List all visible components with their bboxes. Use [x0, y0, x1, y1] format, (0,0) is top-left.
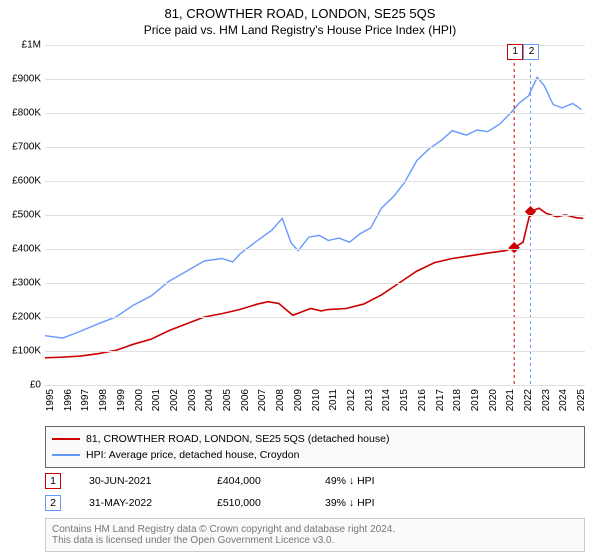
legend-row: 81, CROWTHER ROAD, LONDON, SE25 5QS (det…	[52, 431, 578, 447]
x-axis-label: 2022	[523, 389, 534, 411]
x-axis-label: 2006	[240, 389, 251, 411]
event-row: 1 30-JUN-2021 £404,000 49% ↓ HPI	[45, 470, 585, 492]
x-axis-label: 2013	[364, 389, 375, 411]
x-axis-label: 2018	[452, 389, 463, 411]
chart-container: 81, CROWTHER ROAD, LONDON, SE25 5QS Pric…	[0, 0, 600, 560]
y-axis-label: £800K	[12, 108, 41, 119]
x-axis-label: 2001	[151, 389, 162, 411]
x-axis-label: 2009	[293, 389, 304, 411]
x-axis-label: 2012	[346, 389, 357, 411]
y-axis-label: £0	[30, 380, 41, 391]
footer-attribution: Contains HM Land Registry data © Crown c…	[45, 518, 585, 552]
legend-label-hpi: HPI: Average price, detached house, Croy…	[86, 449, 299, 461]
x-axis-label: 2014	[381, 389, 392, 411]
event-delta: 39% ↓ HPI	[325, 497, 425, 509]
x-axis-label: 1996	[63, 389, 74, 411]
legend-swatch-property	[52, 438, 80, 440]
footer-line1: Contains HM Land Registry data © Crown c…	[52, 524, 578, 535]
legend-swatch-hpi	[52, 454, 80, 456]
event-marker-2: 2	[45, 495, 61, 511]
series-hpi-line	[45, 77, 581, 338]
x-axis-label: 2003	[187, 389, 198, 411]
x-axis-label: 2000	[134, 389, 145, 411]
gridline	[45, 79, 585, 80]
x-axis-label: 1997	[80, 389, 91, 411]
gridline	[45, 215, 585, 216]
x-axis-label: 2005	[222, 389, 233, 411]
legend-box: 81, CROWTHER ROAD, LONDON, SE25 5QS (det…	[45, 426, 585, 468]
x-axis-label: 2019	[470, 389, 481, 411]
gridline	[45, 181, 585, 182]
gridline	[45, 147, 585, 148]
y-axis-label: £1M	[22, 40, 41, 51]
x-axis-label: 1998	[98, 389, 109, 411]
x-axis-label: 2010	[311, 389, 322, 411]
gridline	[45, 283, 585, 284]
y-axis-label: £400K	[12, 244, 41, 255]
x-axis-label: 2017	[435, 389, 446, 411]
legend-label-property: 81, CROWTHER ROAD, LONDON, SE25 5QS (det…	[86, 433, 389, 445]
gridline	[45, 249, 585, 250]
event-point-marker	[509, 242, 520, 253]
gridline	[45, 317, 585, 318]
event-price: £404,000	[217, 475, 297, 487]
y-axis-label: £200K	[12, 312, 41, 323]
chart-subtitle: Price paid vs. HM Land Registry's House …	[0, 21, 600, 37]
chart-plot-area: £0£100K£200K£300K£400K£500K£600K£700K£80…	[45, 45, 585, 386]
event-date: 30-JUN-2021	[89, 475, 189, 487]
gridline	[45, 45, 585, 46]
x-axis-label: 2020	[488, 389, 499, 411]
event-marker-1: 1	[45, 473, 61, 489]
x-axis-label: 2008	[275, 389, 286, 411]
gridline	[45, 385, 585, 386]
event-top-marker: 1	[507, 44, 523, 60]
legend-row: HPI: Average price, detached house, Croy…	[52, 447, 578, 463]
y-axis-label: £600K	[12, 176, 41, 187]
gridline	[45, 351, 585, 352]
x-axis-label: 2025	[576, 389, 587, 411]
event-top-marker: 2	[523, 44, 539, 60]
x-axis-label: 2002	[169, 389, 180, 411]
event-table: 1 30-JUN-2021 £404,000 49% ↓ HPI 2 31-MA…	[45, 470, 585, 514]
x-axis-label: 1999	[116, 389, 127, 411]
event-date: 31-MAY-2022	[89, 497, 189, 509]
y-axis-label: £900K	[12, 74, 41, 85]
footer-line2: This data is licensed under the Open Gov…	[52, 535, 578, 546]
event-delta: 49% ↓ HPI	[325, 475, 425, 487]
x-axis-label: 2016	[417, 389, 428, 411]
chart-title: 81, CROWTHER ROAD, LONDON, SE25 5QS	[0, 0, 600, 21]
x-axis-label: 1995	[45, 389, 56, 411]
x-axis-label: 2023	[541, 389, 552, 411]
x-axis-label: 2024	[558, 389, 569, 411]
event-price: £510,000	[217, 497, 297, 509]
gridline	[45, 113, 585, 114]
x-axis-label: 2021	[505, 389, 516, 411]
x-axis-label: 2004	[204, 389, 215, 411]
y-axis-label: £300K	[12, 278, 41, 289]
event-row: 2 31-MAY-2022 £510,000 39% ↓ HPI	[45, 492, 585, 514]
x-axis-label: 2011	[328, 389, 339, 411]
y-axis-label: £700K	[12, 142, 41, 153]
y-axis-label: £500K	[12, 210, 41, 221]
y-axis-label: £100K	[12, 346, 41, 357]
x-axis-label: 2015	[399, 389, 410, 411]
x-axis-label: 2007	[257, 389, 268, 411]
